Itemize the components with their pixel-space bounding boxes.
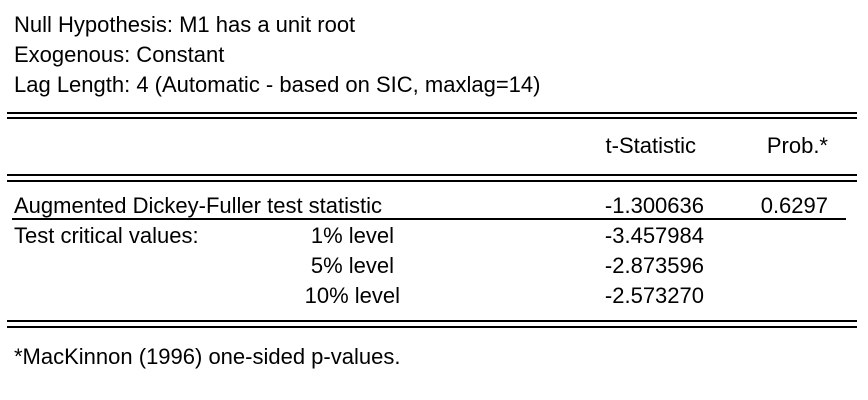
level-10-label: 10% level <box>304 283 400 308</box>
null-hypothesis-text: Null Hypothesis: M1 has a unit root <box>14 12 356 37</box>
adf-prob: 0.6297 <box>760 193 828 218</box>
column-header-prob: Prob.* <box>766 133 828 158</box>
critical-values-label: Test critical values: <box>14 223 199 248</box>
lag-length-text: Lag Length: 4 (Automatic - based on SIC,… <box>14 72 541 97</box>
level-10-value: -2.573270 <box>604 283 704 308</box>
level-5-label: 5% level <box>310 253 394 278</box>
exogenous-text: Exogenous: Constant <box>14 42 225 67</box>
adf-label: Augmented Dickey-Fuller test statistic <box>14 193 383 218</box>
footnote-text: *MacKinnon (1996) one-sided p-values. <box>14 344 401 369</box>
table-top-rule-1 <box>7 112 857 114</box>
adf-t-statistic: -1.300636 <box>604 193 704 218</box>
table-bottom-rule-1 <box>7 320 857 322</box>
table-bottom-rule-2 <box>7 326 857 328</box>
table-top-rule-2 <box>7 117 857 119</box>
header-rule-1 <box>7 174 857 176</box>
header-rule-2 <box>7 180 857 182</box>
level-1-label: 1% level <box>310 223 394 248</box>
level-1-value: -3.457984 <box>604 223 704 248</box>
column-header-t-statistic: t-Statistic <box>605 133 696 158</box>
level-5-value: -2.873596 <box>604 253 704 278</box>
adf-row-underline <box>12 218 846 220</box>
